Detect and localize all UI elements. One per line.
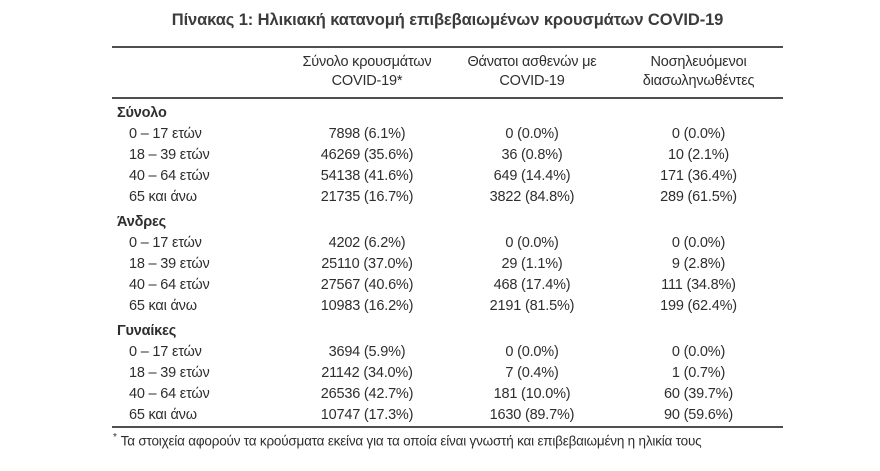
age-group-label: 0 – 17 ετών [129,235,202,251]
intubated-value: 9 (2.8%) [671,256,726,272]
table-row: 18 – 39 ετών 25110 (37.0%) 29 (1.1%) 9 (… [112,254,783,275]
intubated-value: 90 (59.6%) [664,407,733,423]
footnote-text: Τα στοιχεία αφορούν τα κρούσματα εκείνα … [120,433,702,449]
age-group-label: 0 – 17 ετών [129,126,202,142]
cases-value: 21735 (16.7%) [320,189,414,205]
column-header-intubated-line2: διασωληνωθέντες [642,73,755,89]
table-row: 65 και άνω 21735 (16.7%) 3822 (84.8%) 28… [112,187,783,208]
covid-age-distribution-table: Σύνολο κρουσμάτων COVID-19* Θάνατοι ασθε… [112,46,783,428]
cases-value: 10747 (17.3%) [320,407,414,423]
cases-value: 10983 (16.2%) [320,298,414,314]
intubated-value: 199 (62.4%) [660,298,737,314]
cases-value: 3694 (5.9%) [328,344,406,360]
deaths-value: 649 (14.4%) [493,168,571,184]
section-header-women: Γυναίκες [112,317,783,342]
table-row: 65 και άνω 10983 (16.2%) 2191 (81.5%) 19… [112,296,783,317]
table-row: 65 και άνω 10747 (17.3%) 1630 (89.7%) 90… [112,405,783,427]
column-header-intubated: Νοσηλευόμενοι διασωληνωθέντες [614,47,783,98]
cases-value: 21142 (34.0%) [321,365,413,381]
deaths-value: 0 (0.0%) [505,344,559,360]
age-group-label: 65 και άνω [129,407,197,423]
intubated-value: 0 (0.0%) [671,126,726,142]
cases-value: 7898 (6.1%) [328,126,406,142]
column-header-deaths: Θάνατοι ασθενών με COVID-19 [450,47,614,98]
table-row: 0 – 17 ετών 3694 (5.9%) 0 (0.0%) 0 (0.0%… [112,342,783,363]
deaths-value: 2191 (81.5%) [489,298,575,314]
intubated-value: 111 (34.8%) [661,277,736,293]
intubated-value: 1 (0.7%) [671,365,726,381]
section-name: Σύνολο [117,105,167,121]
cases-value: 54138 (41.6%) [320,168,414,184]
column-header-cases-line2: COVID-19* [331,73,403,89]
table-row: 18 – 39 ετών 21142 (34.0%) 7 (0.4%) 1 (0… [112,363,783,384]
table-header-row: Σύνολο κρουσμάτων COVID-19* Θάνατοι ασθε… [112,47,783,98]
table-row: 0 – 17 ετών 4202 (6.2%) 0 (0.0%) 0 (0.0%… [112,233,783,254]
age-group-label: 40 – 64 ετών [129,386,210,402]
section-name: Γυναίκες [117,323,177,339]
section-header-men: Άνδρες [112,208,783,233]
column-header-cases-line1: Σύνολο κρουσμάτων [302,54,432,70]
table-row: 40 – 64 ετών 54138 (41.6%) 649 (14.4%) 1… [112,166,783,187]
footnote-asterisk: * [113,432,117,443]
age-group-label: 0 – 17 ετών [129,344,202,360]
intubated-value: 60 (39.7%) [664,386,733,402]
table-row: 0 – 17 ετών 7898 (6.1%) 0 (0.0%) 0 (0.0%… [112,124,783,145]
age-group-label: 18 – 39 ετών [129,365,210,381]
intubated-value: 171 (36.4%) [660,168,737,184]
cases-value: 4202 (6.2%) [328,235,406,251]
deaths-value: 0 (0.0%) [505,235,559,251]
footnote: * Τα στοιχεία αφορούν τα κρούσματα εκείνα… [112,432,783,449]
age-group-label: 18 – 39 ετών [129,147,210,163]
intubated-value: 0 (0.0%) [671,235,726,251]
age-group-label: 40 – 64 ετών [129,277,210,293]
column-header-deaths-line2: COVID-19 [499,73,565,89]
column-header-intubated-line1: Νοσηλευόμενοι [650,54,747,70]
intubated-value: 289 (61.5%) [660,189,737,205]
intubated-value: 10 (2.1%) [667,147,730,163]
deaths-value: 29 (1.1%) [501,256,563,272]
age-group-label: 40 – 64 ετών [129,168,210,184]
cases-value: 46269 (35.6%) [320,147,414,163]
deaths-value: 1630 (89.7%) [489,407,575,423]
age-group-label: 18 – 39 ετών [129,256,210,272]
cases-value: 25110 (37.0%) [321,256,413,272]
deaths-value: 181 (10.0%) [493,386,571,402]
age-group-label: 65 και άνω [129,298,197,314]
section-header-total: Σύνολο [112,98,783,124]
table-row: 40 – 64 ετών 26536 (42.7%) 181 (10.0%) 6… [112,384,783,405]
cases-value: 26536 (42.7%) [320,386,414,402]
deaths-value: 7 (0.4%) [505,365,559,381]
cases-value: 27567 (40.6%) [320,277,414,293]
deaths-value: 468 (17.4%) [493,277,571,293]
table-row: 40 – 64 ετών 27567 (40.6%) 468 (17.4%) 1… [112,275,783,296]
empty-header-cell [112,47,284,98]
deaths-value: 0 (0.0%) [505,126,559,142]
deaths-value: 36 (0.8%) [501,147,563,163]
report-table-container: Πίνακας 1: Ηλικιακή κατανομή επιβεβαιωμέ… [112,11,783,449]
column-header-cases: Σύνολο κρουσμάτων COVID-19* [284,47,450,98]
table-row: 18 – 39 ετών 46269 (35.6%) 36 (0.8%) 10 … [112,145,783,166]
deaths-value: 3822 (84.8%) [489,189,575,205]
intubated-value: 0 (0.0%) [671,344,726,360]
age-group-label: 65 και άνω [129,189,197,205]
section-name: Άνδρες [117,214,166,230]
table-title: Πίνακας 1: Ηλικιακή κατανομή επιβεβαιωμέ… [171,11,724,29]
column-header-deaths-line1: Θάνατοι ασθενών με [467,54,597,70]
